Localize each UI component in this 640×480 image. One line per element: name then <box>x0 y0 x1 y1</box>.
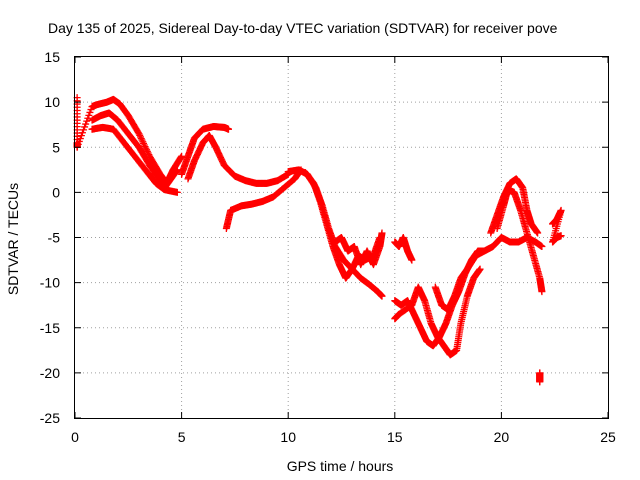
data-point <box>140 141 148 149</box>
y-tick-label: -15 <box>40 320 60 336</box>
series-trace-d <box>178 122 233 178</box>
data-point <box>138 136 146 144</box>
x-tick-label: 5 <box>178 429 186 445</box>
x-tick-label: 0 <box>71 429 79 445</box>
y-tick-label: -20 <box>40 365 60 381</box>
data-point <box>140 139 148 147</box>
x-tick-label: 25 <box>600 429 616 445</box>
data-point <box>141 143 149 151</box>
series-trace-q <box>549 206 565 246</box>
data-point <box>178 152 186 160</box>
x-tick-label: 20 <box>494 429 510 445</box>
data-point <box>408 256 416 264</box>
x-axis-label: GPS time / hours <box>287 458 394 474</box>
series-trace-j <box>391 234 416 264</box>
data-point <box>137 135 145 143</box>
plot-frame <box>74 56 609 419</box>
y-tick-label: 10 <box>44 94 60 110</box>
series-trace-l <box>391 265 484 359</box>
data-point <box>557 232 565 240</box>
series-trace-a <box>73 94 186 187</box>
series-trace-f <box>222 166 305 232</box>
x-tick-labels: 0 5 10 15 20 25 <box>71 429 616 445</box>
series-trace-i <box>331 229 386 269</box>
data-point <box>378 292 386 300</box>
y-tick-label: 5 <box>52 139 60 155</box>
data-point <box>476 265 484 273</box>
axis-ticks <box>74 56 609 419</box>
x-tick-label: 10 <box>280 429 296 445</box>
y-tick-label: -25 <box>40 410 60 426</box>
series-trace-e <box>184 132 292 187</box>
y-tick-label: -10 <box>40 275 60 291</box>
data-point <box>538 288 546 296</box>
y-tick-label: -5 <box>48 230 61 246</box>
series-trace-g <box>284 166 386 300</box>
data-point <box>136 131 144 139</box>
series-trace-o <box>493 186 546 296</box>
x-tick-label: 15 <box>387 429 403 445</box>
data-point <box>139 138 147 146</box>
data-point <box>142 144 150 152</box>
data-point <box>378 229 386 237</box>
data-point <box>143 147 151 155</box>
series-trace-p <box>536 369 544 386</box>
y-axis-label: SDTVAR / TECUs <box>5 183 21 295</box>
data-points <box>73 94 565 386</box>
series-trace-c <box>88 123 181 196</box>
grid-lines <box>75 57 608 418</box>
data-point <box>136 133 144 141</box>
data-point <box>173 188 181 196</box>
y-tick-label: 0 <box>52 184 60 200</box>
data-point <box>225 125 233 133</box>
chart-title: Day 135 of 2025, Sidereal Day-to-day VTE… <box>48 20 558 36</box>
data-point <box>536 378 544 386</box>
data-point <box>143 146 151 154</box>
data-point <box>135 130 143 138</box>
y-tick-labels: -25 -20 -15 -10 -5 0 5 10 15 <box>40 49 60 426</box>
data-point <box>538 243 546 251</box>
y-tick-label: 15 <box>44 49 60 65</box>
data-point <box>534 229 542 237</box>
